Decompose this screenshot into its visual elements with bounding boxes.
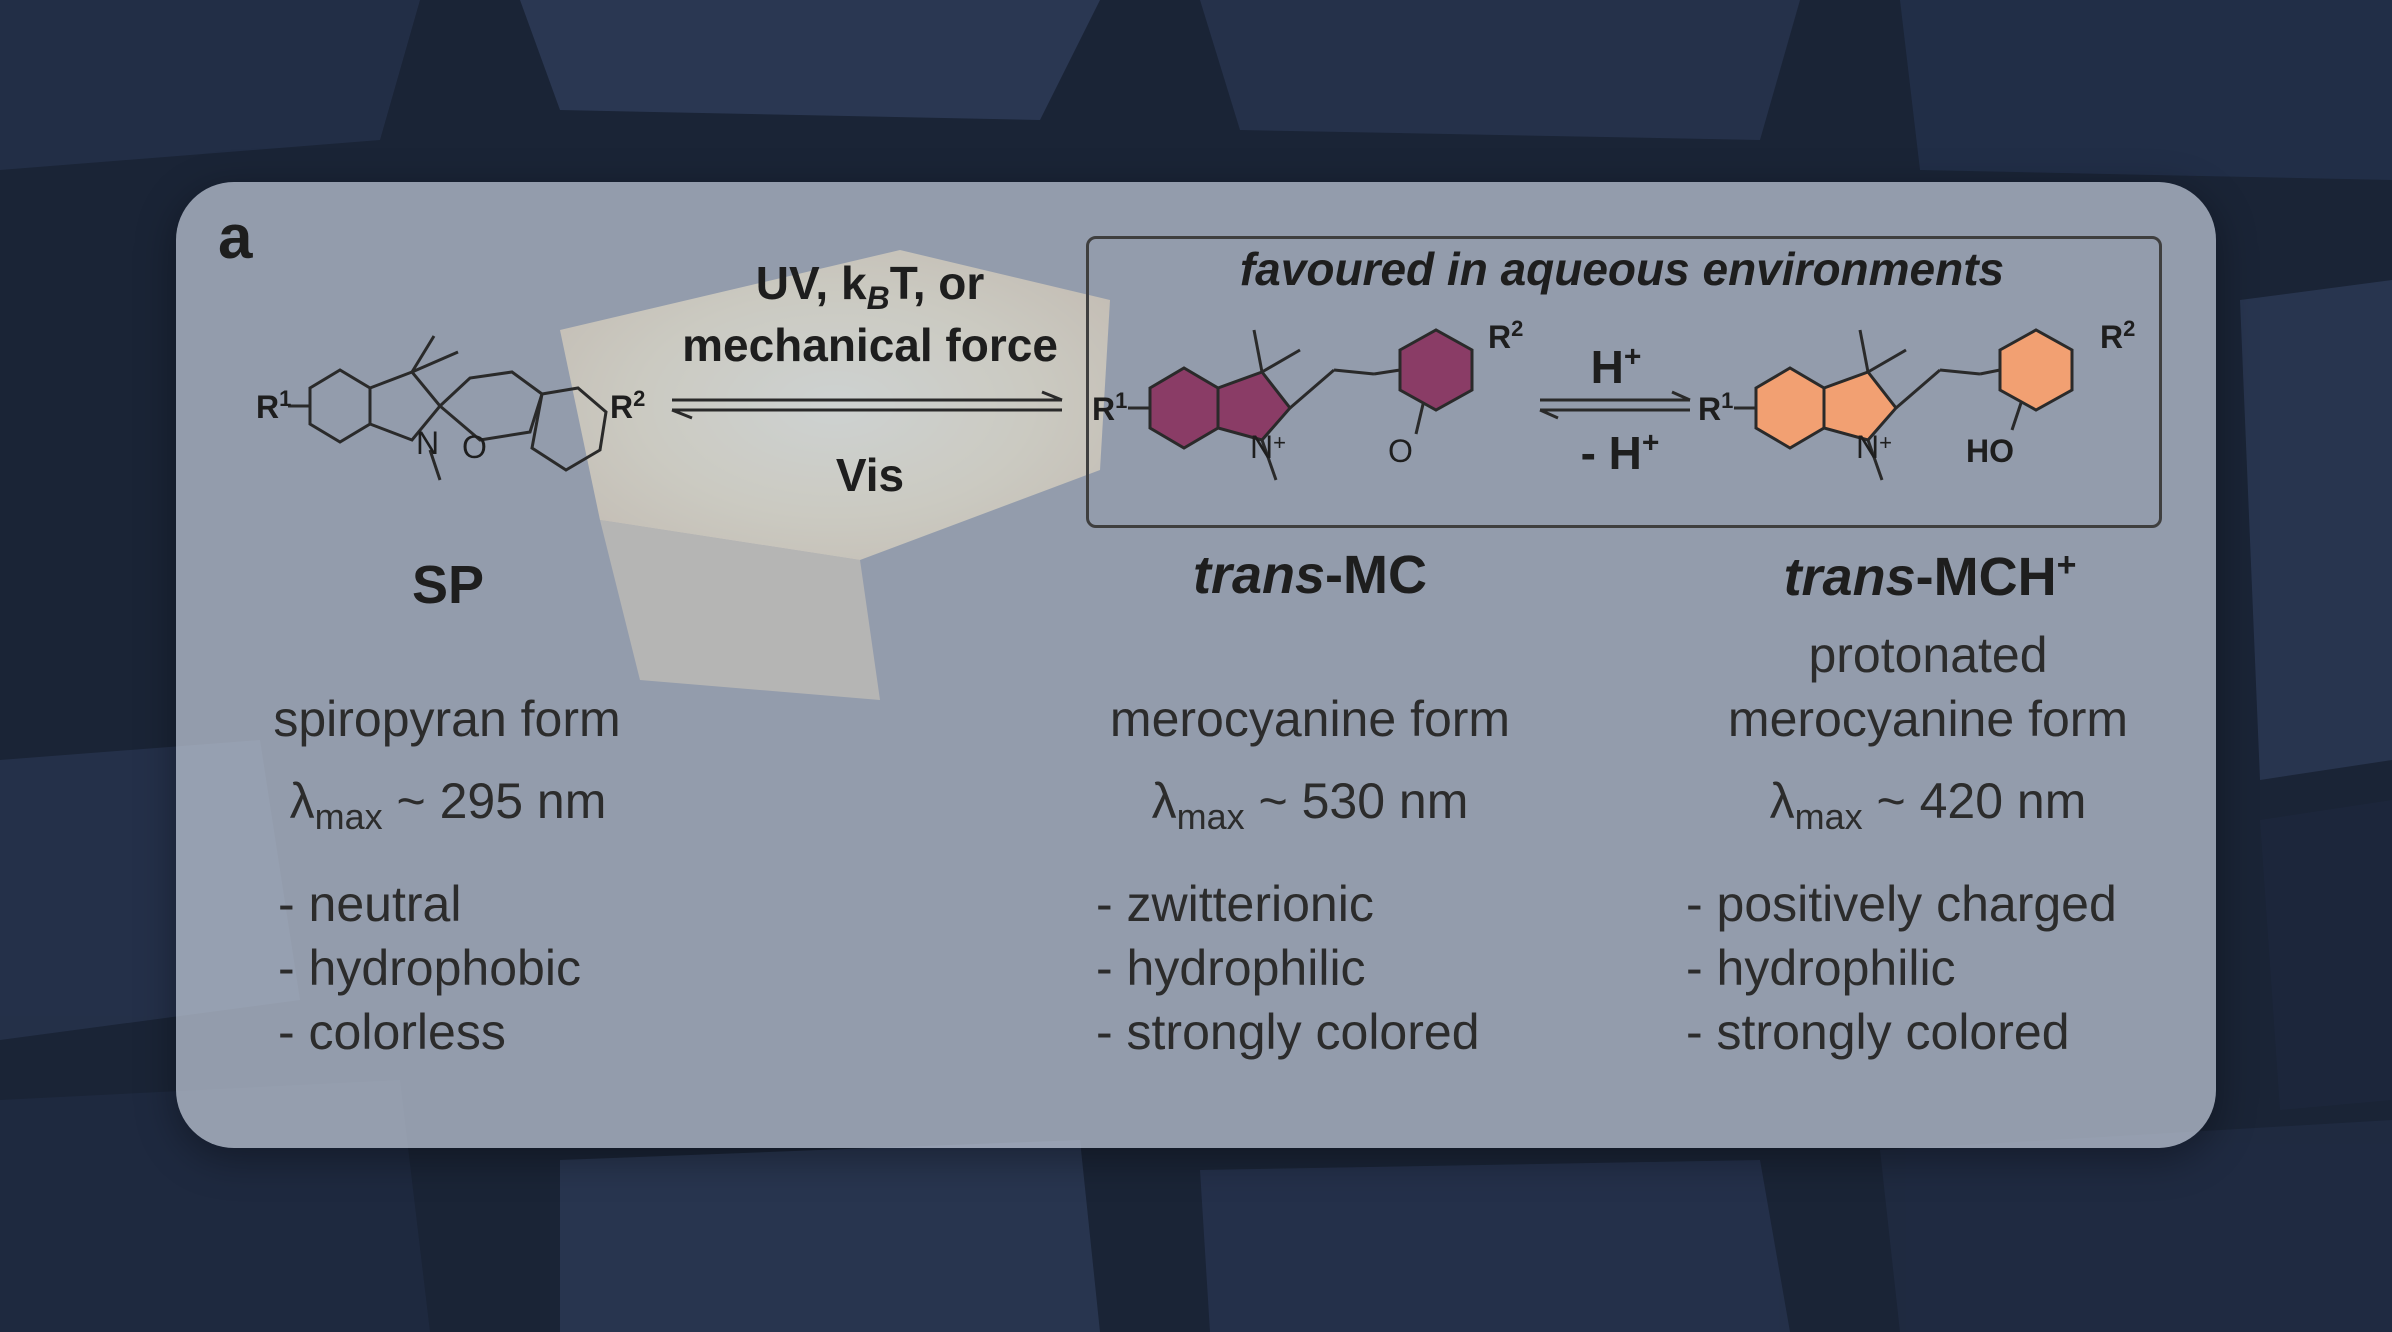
sp-o-label: O xyxy=(462,429,487,465)
property-item: - colorless xyxy=(278,1004,506,1060)
property-item: - zwitterionic xyxy=(1096,876,1374,932)
mc-n-plus-label: N+ xyxy=(1250,429,1286,465)
property-item: - positively charged xyxy=(1686,876,2117,932)
mc-properties: - zwitterionic - hydrophilic - strongly … xyxy=(1096,872,1480,1064)
mch-r1-label: R1 xyxy=(1698,388,1733,427)
mc-atom-labels: R1 N+ O R2 xyxy=(1092,316,1523,469)
sp-n-label: N xyxy=(416,425,439,461)
mch-structure xyxy=(1734,328,2074,481)
sp-r1-label: R1 xyxy=(256,386,291,425)
mch-form-line1: protonated xyxy=(1808,627,2048,683)
property-item: - hydrophilic xyxy=(1096,940,1366,996)
forward-condition-line2: mechanical force xyxy=(682,319,1058,371)
sp-properties: - neutral - hydrophobic - colorless xyxy=(278,872,581,1064)
mch-properties: - positively charged - hydrophilic - str… xyxy=(1686,872,2117,1064)
mc-r1-label: R1 xyxy=(1092,388,1127,427)
mc-oxide-label: O xyxy=(1388,433,1413,469)
sp-name: SP xyxy=(411,555,485,615)
property-item: - strongly colored xyxy=(1686,1004,2070,1060)
mch-atom-labels: R1 N+ HO R2 xyxy=(1698,316,2135,469)
property-item: - hydrophilic xyxy=(1686,940,1956,996)
sp-structure xyxy=(288,335,608,481)
aqueous-box-label: favoured in aqueous environments xyxy=(1239,243,2005,295)
mch-form-line2: merocyanine form xyxy=(1727,691,2129,747)
property-item: - strongly colored xyxy=(1096,1004,1480,1060)
mc-form: merocyanine form xyxy=(1109,691,1511,747)
proton-forward-label: H+ xyxy=(1590,340,1642,393)
sp-lambda-max: λmax ~ 295 nm xyxy=(289,773,607,837)
sp-r2-label: R2 xyxy=(610,386,645,425)
mch-n-plus-label: N+ xyxy=(1856,429,1892,465)
sp-form: spiropyran form xyxy=(273,691,621,747)
diagram-panel xyxy=(176,182,2216,1148)
mc-name: trans-MC xyxy=(1192,545,1428,605)
sp-atom-labels: R1 N O R2 xyxy=(256,386,645,465)
panel-letter: a xyxy=(218,203,253,272)
equilibrium-arrow-mc-mch xyxy=(1539,390,1691,420)
proton-reverse-label: - H+ xyxy=(1580,426,1660,479)
mch-ho-label: HO xyxy=(1966,433,2014,469)
mch-name: trans-MCH+ xyxy=(1783,546,2077,607)
mc-r2-label: R2 xyxy=(1488,316,1523,355)
forward-condition-line1: UV, kBT, or xyxy=(755,257,985,317)
aqueous-environment-box xyxy=(1086,236,2162,528)
property-item: - neutral xyxy=(278,876,462,932)
property-item: - hydrophobic xyxy=(278,940,581,996)
mc-structure xyxy=(1128,328,1474,481)
mch-r2-label: R2 xyxy=(2100,316,2135,355)
mch-lambda-max: λmax ~ 420 nm xyxy=(1769,773,2087,837)
reverse-condition: Vis xyxy=(835,449,905,501)
mc-lambda-max: λmax ~ 530 nm xyxy=(1151,773,1469,837)
equilibrium-arrow-sp-mc xyxy=(671,390,1063,420)
